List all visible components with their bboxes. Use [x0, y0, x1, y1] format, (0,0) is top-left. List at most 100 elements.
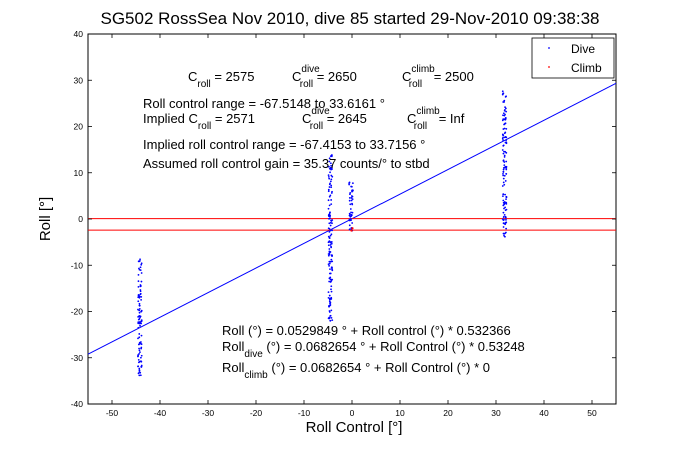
dive-point: [501, 149, 504, 151]
dive-point: [349, 203, 352, 206]
dive-point: [330, 241, 333, 243]
dive-point: [505, 196, 508, 198]
dive-point: [329, 302, 332, 304]
fit-equation: Roll (°) = 0.0529849 ° + Roll control (°…: [222, 323, 511, 338]
dive-point: [501, 218, 504, 220]
dive-point: [329, 162, 332, 165]
dive-point: [502, 114, 504, 117]
dive-point: [330, 168, 332, 171]
dive-point: [503, 127, 506, 130]
dive-point: [504, 180, 507, 182]
dive-point: [328, 237, 331, 240]
dive-point: [348, 183, 351, 186]
dive-point: [504, 113, 506, 116]
dive-point: [349, 191, 352, 194]
dive-point: [138, 347, 140, 350]
dive-point: [328, 217, 330, 220]
dive-point: [327, 254, 330, 257]
roll-control-range: Roll control range = -67.5148 to 33.6161…: [143, 96, 385, 111]
dive-point: [137, 296, 140, 298]
dive-point: [502, 181, 505, 184]
dive-point: [140, 347, 143, 350]
dive-point: [329, 171, 331, 174]
dive-point: [328, 177, 331, 180]
dive-point: [505, 139, 507, 142]
dive-point: [501, 119, 504, 122]
dive-point: [504, 135, 507, 138]
dive-point: [329, 281, 332, 283]
dive-point: [139, 374, 142, 377]
dive-point: [350, 211, 352, 214]
dive-point: [504, 165, 507, 168]
dive-point: [504, 223, 507, 226]
assumed-roll-control-gain: Assumed roll control gain = 35.37 counts…: [143, 156, 430, 171]
dive-point: [351, 222, 354, 224]
dive-point: [330, 178, 333, 181]
dive-point: [330, 192, 333, 194]
dive-point: [328, 213, 331, 216]
dive-point: [329, 268, 331, 271]
y-tick-label: -20: [71, 307, 84, 317]
dive-point: [503, 156, 506, 158]
dive-point: [138, 317, 141, 320]
dive-point: [503, 174, 506, 177]
dive-point: [138, 336, 141, 339]
dive-point: [503, 118, 506, 121]
dive-point: [140, 322, 143, 325]
y-tick-label: -30: [71, 353, 84, 363]
dive-point: [328, 215, 330, 218]
axis-ticks: -50 -40 -30 -20 -10 0 10 20 30 40 50 -40 -30 -20 -10 0 1…: [71, 29, 616, 418]
dive-point: [503, 234, 505, 237]
dive-point: [139, 289, 142, 291]
dive-point: [330, 184, 333, 187]
dive-point: [330, 290, 333, 293]
dive-point: [140, 354, 143, 357]
dive-point: [330, 316, 333, 319]
dive-point: [504, 131, 507, 134]
dive-point: [329, 244, 332, 246]
dive-point: [138, 314, 141, 317]
dive-point: [329, 304, 332, 306]
dive-point: [327, 227, 330, 230]
dive-point: [139, 351, 141, 354]
dive-point: [350, 215, 352, 218]
dive-point: [502, 174, 505, 177]
dive-point: [327, 174, 330, 177]
dive-point: [502, 160, 505, 162]
dive-point: [328, 183, 331, 186]
dive-point: [349, 208, 352, 210]
dive-point: [331, 229, 334, 232]
legend-dive-marker: [548, 47, 550, 49]
dive-point: [137, 358, 140, 361]
dive-point: [504, 215, 507, 218]
dive-point: [330, 309, 333, 312]
dive-point: [351, 211, 354, 214]
dive-point: [504, 232, 506, 235]
dive-point: [140, 360, 143, 363]
dive-point: [348, 214, 351, 217]
dive-point: [502, 216, 505, 219]
dive-point: [331, 154, 333, 156]
dive-point: [504, 106, 506, 109]
dive-point: [140, 319, 143, 322]
dive-point: [137, 286, 140, 288]
dive-point: [139, 269, 142, 272]
x-axis-label: Roll Control [°]: [306, 419, 403, 436]
dive-point: [137, 280, 140, 283]
dive-point: [329, 276, 332, 279]
legend-dive-label: Dive: [571, 42, 595, 56]
dive-point: [505, 110, 508, 113]
dive-point: [501, 185, 504, 187]
dive-point: [139, 266, 142, 269]
dive-point: [502, 144, 505, 147]
x-tick-label: 40: [539, 408, 549, 418]
dive-point: [350, 217, 352, 220]
dive-point: [140, 295, 143, 298]
implied-c-roll-dive: Cdive roll = 2645: [302, 106, 367, 132]
y-tick-label: -10: [71, 260, 84, 270]
dive-point: [503, 109, 506, 112]
dive-point: [328, 260, 331, 263]
dive-point: [505, 218, 507, 221]
dive-point: [140, 285, 142, 287]
dive-point: [330, 174, 333, 177]
